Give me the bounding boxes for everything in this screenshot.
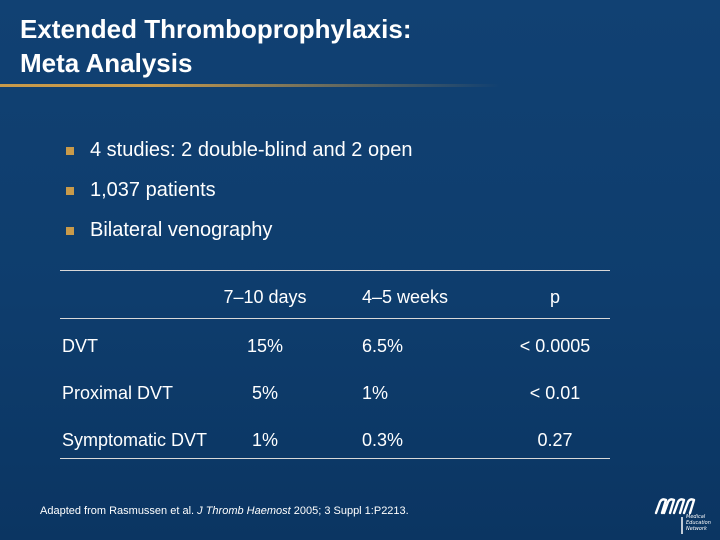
cell-weeks: 1% — [362, 383, 389, 403]
logo-text-line: Network — [686, 526, 707, 532]
title-underline — [0, 84, 500, 87]
cell-p: < 0.01 — [529, 383, 581, 403]
footnote-suffix: 2005; 3 Suppl 1:P2213. — [293, 505, 409, 517]
table-header-rule — [60, 318, 610, 319]
bullet-text: 4 studies: 2 double-blind and 2 open — [90, 138, 413, 161]
header-7-10-days: 7–10 days — [223, 287, 307, 307]
cell-p: < 0.0005 — [519, 336, 591, 356]
title-line-2: Meta Analysis — [20, 48, 193, 78]
square-bullet-icon — [66, 187, 74, 195]
bullet-item: 1,037 patients — [66, 170, 412, 210]
table-top-rule — [60, 270, 610, 271]
cell-days: 5% — [251, 383, 278, 403]
footnote-prefix: Adapted from Rasmussen et al. — [40, 505, 195, 517]
footnote-journal: J Thromb Haemost — [197, 505, 291, 517]
logo-text-line: Medical — [686, 514, 706, 520]
slide-title: Extended Thromboprophylaxis: Meta Analys… — [20, 12, 412, 80]
bullet-text: 1,037 patients — [90, 178, 216, 201]
cell-days: 15% — [246, 336, 284, 356]
row-label: DVT — [62, 336, 98, 356]
header-4-5-weeks: 4–5 weeks — [361, 287, 449, 307]
row-label: Symptomatic DVT — [62, 430, 208, 450]
bullet-text: Bilateral venography — [90, 218, 273, 241]
row-label: Proximal DVT — [62, 383, 174, 403]
bullet-item: 4 studies: 2 double-blind and 2 open — [66, 130, 412, 170]
logo-mark-icon — [654, 498, 696, 534]
table-bottom-rule — [60, 458, 610, 459]
cell-days: 1% — [251, 430, 278, 450]
logo-text-line: Education — [686, 520, 711, 526]
square-bullet-icon — [66, 147, 74, 155]
cell-p: 0.27 — [537, 430, 573, 450]
title-line-1: Extended Thromboprophylaxis: — [20, 14, 412, 44]
bullet-list: 4 studies: 2 double-blind and 2 open 1,0… — [66, 130, 412, 250]
cell-weeks: 6.5% — [362, 336, 404, 356]
header-p: p — [549, 287, 560, 307]
cell-weeks: 0.3% — [362, 430, 404, 450]
square-bullet-icon — [66, 227, 74, 235]
footnote: Adapted from Rasmussen et al. J Thromb H… — [40, 505, 409, 517]
bullet-item: Bilateral venography — [66, 210, 412, 250]
mednet-logo: Medical Education Network — [654, 493, 716, 535]
